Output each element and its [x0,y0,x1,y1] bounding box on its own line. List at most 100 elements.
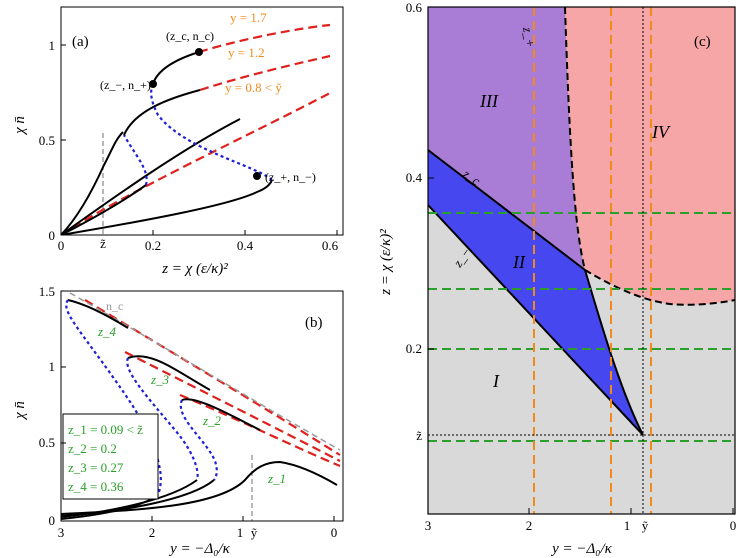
panel-a-ylabel: χ n̄ [12,116,28,136]
panel-b-z4-stable-high [67,299,129,329]
panel-a-tag: (a) [72,34,89,50]
panel-a-curve-y08-lower [61,131,124,235]
panel-b-frame [60,290,344,522]
panel-b-red-z2 [179,393,341,468]
panel-b-z3-unstable [126,357,199,481]
panel-b-xlabel: y = −Δ₀/κ [168,541,231,557]
panel-b-tag: (b) [305,315,323,331]
panel-a-point-zplus [253,172,261,180]
panel-c-label-I: I [492,371,500,391]
panel-c-xtick-3: 3 [425,518,432,533]
panel-b-legend-z2: z_2 = 0.2 [68,441,117,456]
region-III [428,7,585,270]
panel-c-label-II: II [512,252,526,272]
panel-c: I II III IV (c) z_c z_− z_+ 3 2 1 ỹ 0 0.… [378,0,736,557]
panel-b-yticks [61,290,66,522]
panel-a-ytick-0: 0 [49,228,56,243]
panel-b-ytick-0: 0 [49,513,56,528]
panel-b-red-z3 [124,351,341,462]
panel-c-ylabel: z = χ (ε/κ)² [378,229,394,296]
panel-b-z3-stable-high [127,355,211,391]
panel-a-label-zc: (z_c, n_c) [166,29,214,43]
panel-c-ytick-04: 0.4 [406,170,423,185]
panel-b-nc-line [69,292,341,451]
panel-c-label-III: III [479,91,499,111]
panel-c-xtick-2: 2 [526,518,533,533]
panel-b-xtick-0: 0 [331,525,338,540]
panel-a-xtick-0: 0 [58,238,65,253]
panel-c-xlabel: y = −Δ₀/κ [550,541,613,557]
panel-a: 0 0.2 0.4 0.6 z̃ 0 0.5 1 z = χ (ε/κ)² χ … [12,6,344,277]
panel-a-xtick-2: 0.4 [237,238,254,253]
panel-b-xtick-3: 3 [58,525,65,540]
panel-b-legend [62,413,159,500]
panel-a-plot [61,23,331,235]
panel-c-xtick-0: 0 [730,518,737,533]
panel-b-xtick-1: 1 [237,525,244,540]
panel-b-z2-stable-high [181,398,261,431]
panel-b-legend-z3: z_3 = 0.27 [68,460,124,475]
panel-c-label-IV: IV [651,122,671,142]
panel-c-xtick-ytilde: ỹ [642,518,649,533]
panel-a-label-y17: y = 1.7 [230,10,267,25]
panel-c-zc-line [427,149,586,271]
region-II [428,150,643,435]
panel-b-legend-z1: z_1 = 0.09 < z̃ [68,422,143,437]
panel-a-yticks [61,44,66,236]
panel-b-ylabel: χ n̄ [12,401,28,421]
panel-a-curve-y17-stable-high [152,51,200,85]
panel-a-curve-y17-high [198,23,331,54]
panel-a-curve-y12-stable-high [123,89,201,136]
panel-a-curve-y17-stable-low [61,179,273,235]
panel-b-label-z2: z_2 [202,413,222,428]
panel-a-label-y08: y = 0.8 < ỹ [225,80,282,95]
panel-b-plot [61,292,341,521]
panel-a-curve-y12-high [199,54,331,92]
panel-b-label-z3: z_3 [150,372,170,387]
panel-a-ztilde-label: z̃ [100,236,106,251]
panel-a-ytick-2: 1 [49,38,56,53]
panel-a-curve-y08-solid [61,118,241,235]
panel-a-xtick-3: 0.6 [322,238,339,253]
panel-a-curve-y17-unstable [150,83,273,181]
panel-b-z1 [61,460,338,515]
panel-a-point-zc [195,48,203,56]
panel-c-zplus-line [564,6,736,306]
panel-b-xticks [60,516,335,521]
panel-c-xticks [427,508,734,514]
panel-a-ytick-1: 0.5 [39,133,55,148]
panel-c-ytick-ztilde: z̃ [416,428,422,443]
panel-b-label-nc: n_c [106,299,123,313]
panel-b-xtick-ytilde: ỹ [251,525,258,540]
panel-b-xtick-2: 2 [149,525,156,540]
panel-a-label-zplus: (z_+, n_−) [265,170,316,184]
panel-c-ytick-06: 0.6 [406,0,423,15]
panel-b-legend-z4: z_4 = 0.36 [68,479,124,494]
panel-b-z2-unstable [179,399,218,481]
panel-b-label-z4: z_4 [97,324,117,339]
panel-a-frame [60,6,344,236]
panel-c-yticks [428,6,434,350]
panel-b-z2-stable-low [61,479,215,517]
panel-a-xlabel: z = χ (ε/κ)² [161,261,228,277]
panel-b: z_1 = 0.09 < z̃ z_2 = 0.2 z_3 = 0.27 z_4… [12,284,344,557]
panel-b-ytick-05: 0.5 [39,435,55,450]
panel-a-curve-y08-stable [61,92,331,235]
panel-c-ytick-02: 0.2 [406,341,422,356]
panel-a-label-y12: y = 1.2 [228,45,265,60]
panel-a-xticks [60,230,338,235]
panel-a-curve-y12-unstable [123,134,148,186]
panel-c-xtick-1: 1 [624,518,631,533]
panel-c-frame [427,6,736,515]
panel-a-point-zminus [149,80,157,88]
panel-c-tag: (c) [694,34,711,50]
panel-b-ytick-1: 1 [49,359,56,374]
panel-a-curve-y12-stable-low [61,184,147,235]
panel-b-ytick-15: 1.5 [39,284,55,299]
panel-a-label-zminus: (z_−, n_+) [100,78,151,92]
panel-c-curve-zplus: z_+ [520,25,538,49]
panel-b-label-z1: z_1 [267,471,286,486]
panel-a-xtick-1: 0.2 [145,238,161,253]
panel-c-plot [428,7,735,514]
